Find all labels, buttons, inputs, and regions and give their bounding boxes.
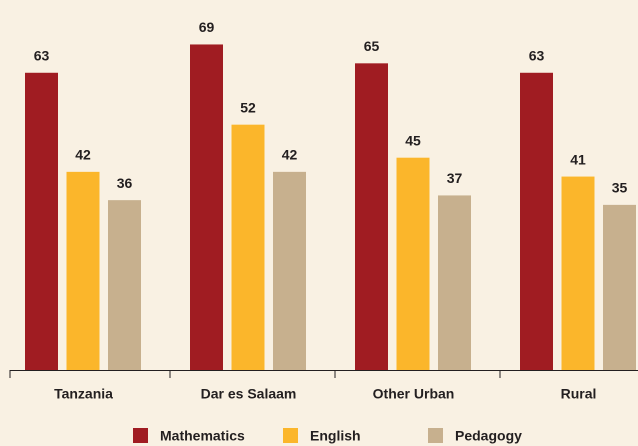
legend-swatch: [283, 428, 298, 443]
value-label: 42: [75, 147, 91, 163]
bar: [25, 72, 58, 371]
bar: [231, 124, 265, 371]
bar: [355, 63, 388, 370]
x-tick-label: Tanzania: [54, 386, 113, 402]
bar: [396, 157, 430, 370]
value-label: 69: [199, 19, 215, 35]
bar: [273, 171, 306, 370]
legend-label: Pedagogy: [455, 428, 522, 444]
x-tick-label: Dar es Salaam: [201, 386, 297, 402]
bar: [603, 204, 636, 370]
bar: [66, 171, 100, 370]
value-label: 35: [612, 180, 628, 196]
value-label: 63: [34, 47, 50, 63]
legend-label: Mathematics: [160, 428, 245, 444]
value-label: 36: [117, 175, 133, 191]
value-label: 45: [405, 132, 421, 148]
bar: [438, 195, 471, 370]
bar: [520, 72, 553, 371]
value-label: 52: [240, 99, 256, 115]
value-label: 63: [529, 47, 545, 63]
x-tick-label: Rural: [561, 386, 597, 402]
bar: [108, 200, 141, 370]
legend-label: English: [310, 428, 361, 444]
legend-swatch: [428, 428, 443, 443]
value-label: 37: [447, 170, 463, 186]
x-tick-label: Other Urban: [373, 386, 455, 402]
legend-swatch: [133, 428, 148, 443]
value-label: 65: [364, 38, 380, 54]
bar: [561, 176, 595, 370]
bar: [190, 44, 223, 370]
value-label: 42: [282, 147, 298, 163]
value-label: 41: [570, 151, 586, 167]
